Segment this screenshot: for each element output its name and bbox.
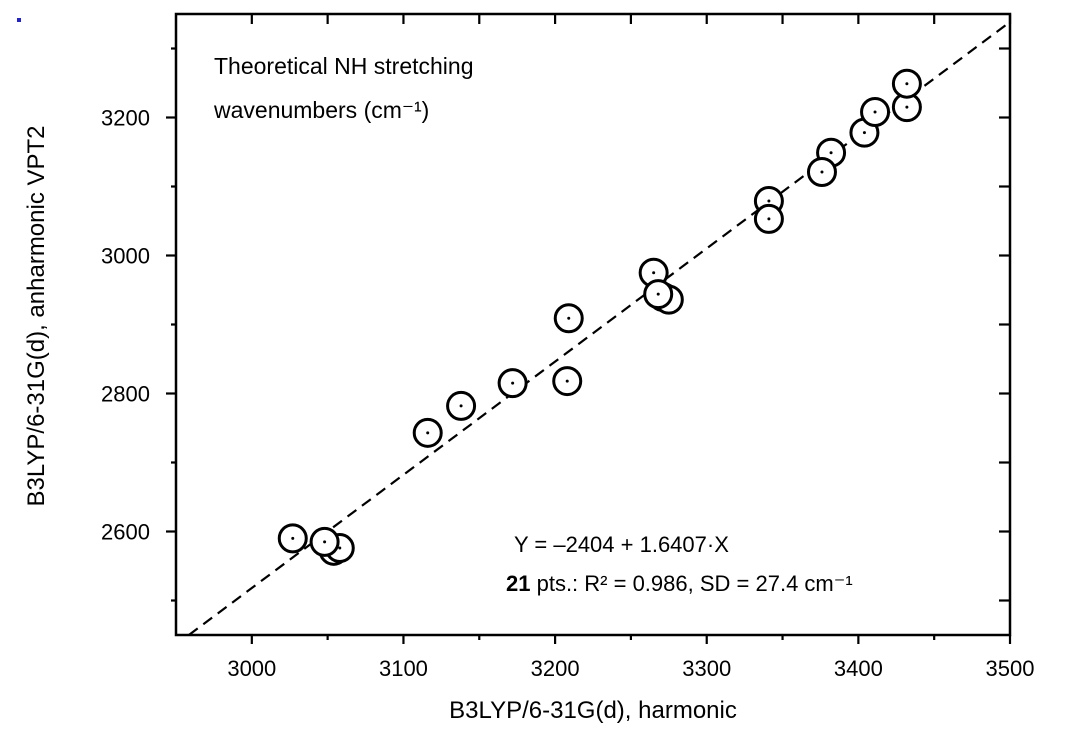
data-point-center-dot [511, 381, 515, 385]
annotation-line2: wavenumbers (cm⁻¹) [214, 97, 430, 123]
x-tick-labels: 3000 3100 3200 3300 3400 3500 [227, 656, 1034, 681]
data-point-center-dot [656, 292, 660, 296]
data-point-center-dot [862, 131, 866, 135]
axis-ticks [166, 14, 1012, 644]
data-point-center-dot [767, 199, 771, 203]
y-tick-label: 3200 [101, 106, 150, 131]
data-point-center-dot [426, 431, 430, 435]
fit-stats: 21 pts.: R² = 0.986, SD = 27.4 cm⁻¹ [506, 571, 853, 597]
fit-equation: Y = –2404 + 1.6407·X [514, 532, 729, 557]
data-point-center-dot [829, 151, 833, 155]
y-tick-label: 2600 [101, 520, 150, 545]
data-point-center-dot [873, 110, 877, 114]
artifact-dot [17, 18, 21, 22]
plot-annotation-title: Theoretical NH stretching wavenumbers (c… [214, 44, 474, 132]
data-point-center-dot [820, 170, 824, 174]
data-point-center-dot [652, 271, 656, 275]
data-point-center-dot [565, 379, 569, 383]
x-tick-label: 3300 [682, 656, 731, 681]
x-tick-label: 3000 [227, 656, 276, 681]
data-point-center-dot [767, 217, 771, 221]
x-tick-label: 3200 [531, 656, 580, 681]
fit-stats-count: 21 [506, 571, 531, 596]
x-tick-label: 3100 [379, 656, 428, 681]
y-tick-label: 3000 [101, 244, 150, 269]
y-axis-label: B3LYP/6-31G(d), anharmonic VPT2 [23, 125, 50, 507]
data-points [277, 68, 922, 566]
y-tick-label: 2800 [101, 382, 150, 407]
data-point-center-dot [567, 316, 571, 320]
data-point-center-dot [338, 546, 342, 550]
x-axis-label: B3LYP/6-31G(d), harmonic [449, 697, 737, 724]
y-tick-labels: 2600 2800 3000 3200 [101, 106, 150, 545]
x-tick-label: 3400 [834, 656, 883, 681]
annotation-line1: Theoretical NH stretching [214, 53, 474, 79]
data-point-center-dot [905, 82, 909, 86]
data-point-center-dot [291, 536, 295, 540]
fit-stats-text: pts.: R² = 0.986, SD = 27.4 cm⁻¹ [530, 571, 853, 596]
data-point-center-dot [459, 404, 463, 408]
data-point-center-dot [905, 105, 909, 109]
x-tick-label: 3500 [986, 656, 1035, 681]
data-point-center-dot [323, 540, 327, 544]
